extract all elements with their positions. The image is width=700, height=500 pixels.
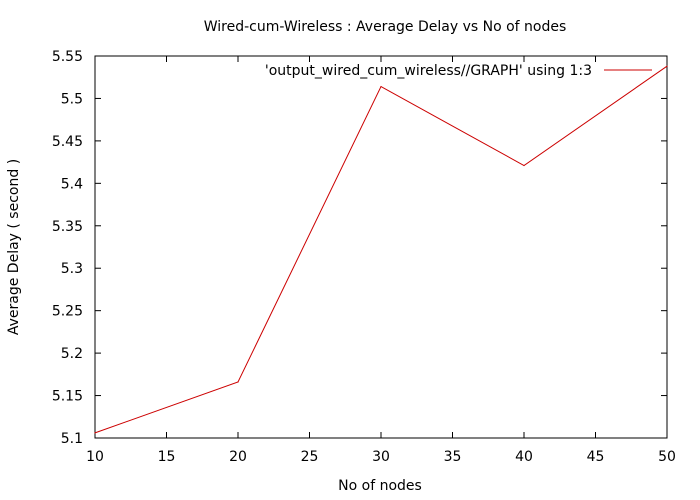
axis-ticks — [94, 55, 668, 439]
data-point — [523, 164, 525, 167]
data-point — [666, 65, 668, 67]
y-tick-label: 5.5 — [61, 91, 83, 107]
legend-label: 'output_wired_cum_wireless//GRAPH' using… — [265, 63, 592, 79]
plot-frame — [94, 55, 668, 439]
y-tick-label: 5.45 — [52, 134, 83, 150]
series-line — [94, 65, 668, 434]
y-tick-label: 5.2 — [61, 346, 83, 362]
x-tick-label: 50 — [658, 449, 676, 465]
x-tick-label: 10 — [86, 449, 104, 465]
x-axis-label: No of nodes — [338, 478, 422, 494]
x-tick-label: 25 — [301, 449, 319, 465]
x-tick-label: 40 — [515, 449, 533, 465]
series-layer — [94, 65, 668, 434]
chart-title: Wired-cum-Wireless : Average Delay vs No… — [204, 19, 567, 35]
y-tick-label: 5.25 — [52, 304, 83, 320]
data-point — [380, 85, 382, 88]
y-tick-label: 5.15 — [52, 389, 83, 405]
y-tick-label: 5.4 — [61, 176, 83, 192]
y-axis-label: Average Delay ( second ) — [6, 159, 22, 335]
x-tick-label: 15 — [158, 449, 176, 465]
tick-labels: 10 15 20 25 30 35 40 45 50 5.1 5.15 5.2 5.25 5.3 5.35 5… — [52, 49, 676, 465]
legend: 'output_wired_cum_wireless//GRAPH' using… — [265, 63, 652, 79]
data-point — [94, 432, 96, 434]
x-tick-label: 35 — [444, 449, 462, 465]
y-tick-label: 5.55 — [52, 49, 83, 65]
x-tick-label: 30 — [372, 449, 390, 465]
x-tick-label: 45 — [587, 449, 605, 465]
y-tick-label: 5.35 — [52, 219, 83, 235]
y-tick-label: 5.1 — [61, 431, 83, 447]
data-point — [237, 381, 239, 383]
y-tick-label: 5.3 — [61, 261, 83, 277]
x-tick-label: 20 — [229, 449, 247, 465]
